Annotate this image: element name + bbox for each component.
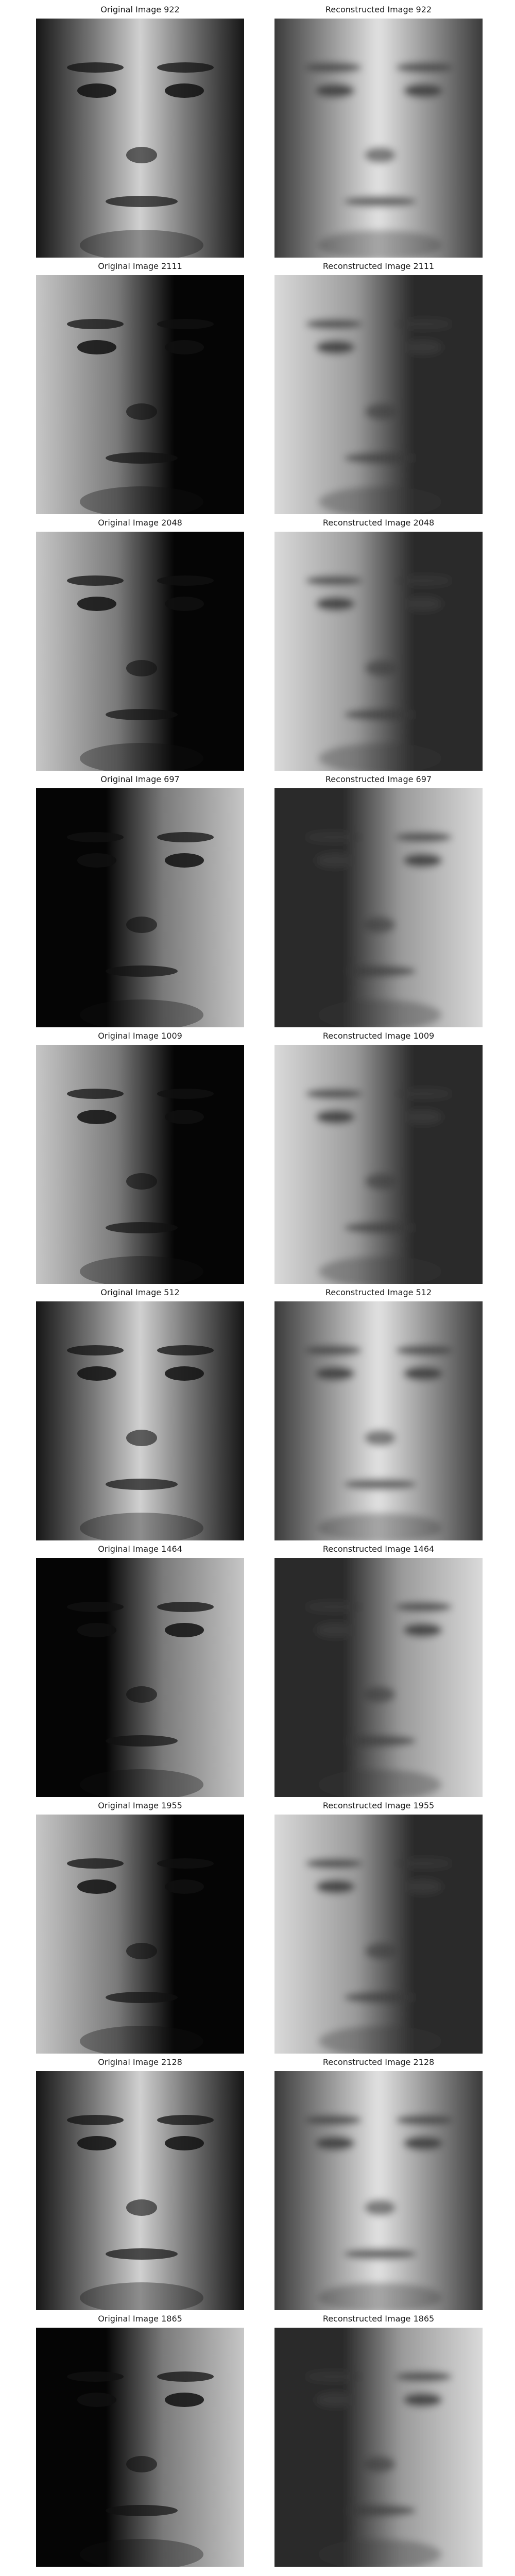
original-10-panel: Original Image 1865 [36, 2313, 244, 2567]
reconstructed-8-face-image [274, 1815, 483, 2054]
original-3-panel: Original Image 2048 [36, 517, 244, 771]
reconstructed-9-face-image [274, 2071, 483, 2310]
original-6-panel: Original Image 512 [36, 1287, 244, 1540]
reconstructed-4-title: Reconstructed Image 697 [325, 774, 432, 784]
reconstructed-7-title: Reconstructed Image 1464 [322, 1544, 435, 1554]
reconstructed-10-panel: Reconstructed Image 1865 [274, 2313, 483, 2567]
original-2-face-image [36, 275, 244, 514]
reconstructed-1-panel: Reconstructed Image 922 [274, 4, 483, 258]
reconstructed-9-panel: Reconstructed Image 2128 [274, 2057, 483, 2310]
original-3-face-image [36, 532, 244, 771]
reconstructed-9-title: Reconstructed Image 2128 [322, 2057, 435, 2067]
reconstructed-6-face-image [274, 1301, 483, 1540]
reconstructed-3-panel: Reconstructed Image 2048 [274, 517, 483, 771]
original-4-panel: Original Image 697 [36, 774, 244, 1027]
original-2-title: Original Image 2111 [98, 261, 182, 271]
reconstructed-3-title: Reconstructed Image 2048 [322, 518, 435, 528]
reconstructed-1-face-image [274, 19, 483, 258]
original-9-face-image [36, 2071, 244, 2310]
reconstructed-7-face-image [274, 1558, 483, 1797]
original-5-face-image [36, 1045, 244, 1284]
reconstructed-1-title: Reconstructed Image 922 [325, 5, 432, 14]
original-10-face-image [36, 2328, 244, 2567]
original-9-panel: Original Image 2128 [36, 2057, 244, 2310]
original-4-face-image [36, 788, 244, 1027]
original-1-title: Original Image 922 [100, 5, 180, 14]
original-4-title: Original Image 697 [100, 774, 180, 784]
original-5-panel: Original Image 1009 [36, 1030, 244, 1284]
reconstructed-6-title: Reconstructed Image 512 [325, 1287, 432, 1297]
reconstructed-2-title: Reconstructed Image 2111 [322, 261, 435, 271]
original-3-title: Original Image 2048 [98, 518, 182, 528]
reconstructed-4-face-image [274, 788, 483, 1027]
reconstructed-2-panel: Reconstructed Image 2111 [274, 261, 483, 514]
original-7-panel: Original Image 1464 [36, 1544, 244, 1797]
original-9-title: Original Image 2128 [98, 2057, 182, 2067]
reconstructed-8-title: Reconstructed Image 1955 [322, 1801, 435, 1810]
original-8-title: Original Image 1955 [98, 1801, 182, 1810]
original-1-face-image [36, 19, 244, 258]
reconstructed-4-panel: Reconstructed Image 697 [274, 774, 483, 1027]
reconstructed-6-panel: Reconstructed Image 512 [274, 1287, 483, 1540]
original-8-face-image [36, 1815, 244, 2054]
reconstructed-8-panel: Reconstructed Image 1955 [274, 1800, 483, 2054]
original-2-panel: Original Image 2111 [36, 261, 244, 514]
original-6-title: Original Image 512 [100, 1287, 180, 1297]
original-1-panel: Original Image 922 [36, 4, 244, 258]
reconstructed-5-panel: Reconstructed Image 1009 [274, 1030, 483, 1284]
original-10-title: Original Image 1865 [98, 2314, 182, 2324]
original-5-title: Original Image 1009 [98, 1031, 182, 1041]
reconstructed-5-title: Reconstructed Image 1009 [322, 1031, 435, 1041]
reconstructed-3-face-image [274, 532, 483, 771]
original-7-title: Original Image 1464 [98, 1544, 182, 1554]
original-6-face-image [36, 1301, 244, 1540]
original-7-face-image [36, 1558, 244, 1797]
reconstructed-10-face-image [274, 2328, 483, 2567]
reconstructed-5-face-image [274, 1045, 483, 1284]
reconstructed-7-panel: Reconstructed Image 1464 [274, 1544, 483, 1797]
reconstructed-10-title: Reconstructed Image 1865 [322, 2314, 435, 2324]
reconstructed-2-face-image [274, 275, 483, 514]
original-8-panel: Original Image 1955 [36, 1800, 244, 2054]
